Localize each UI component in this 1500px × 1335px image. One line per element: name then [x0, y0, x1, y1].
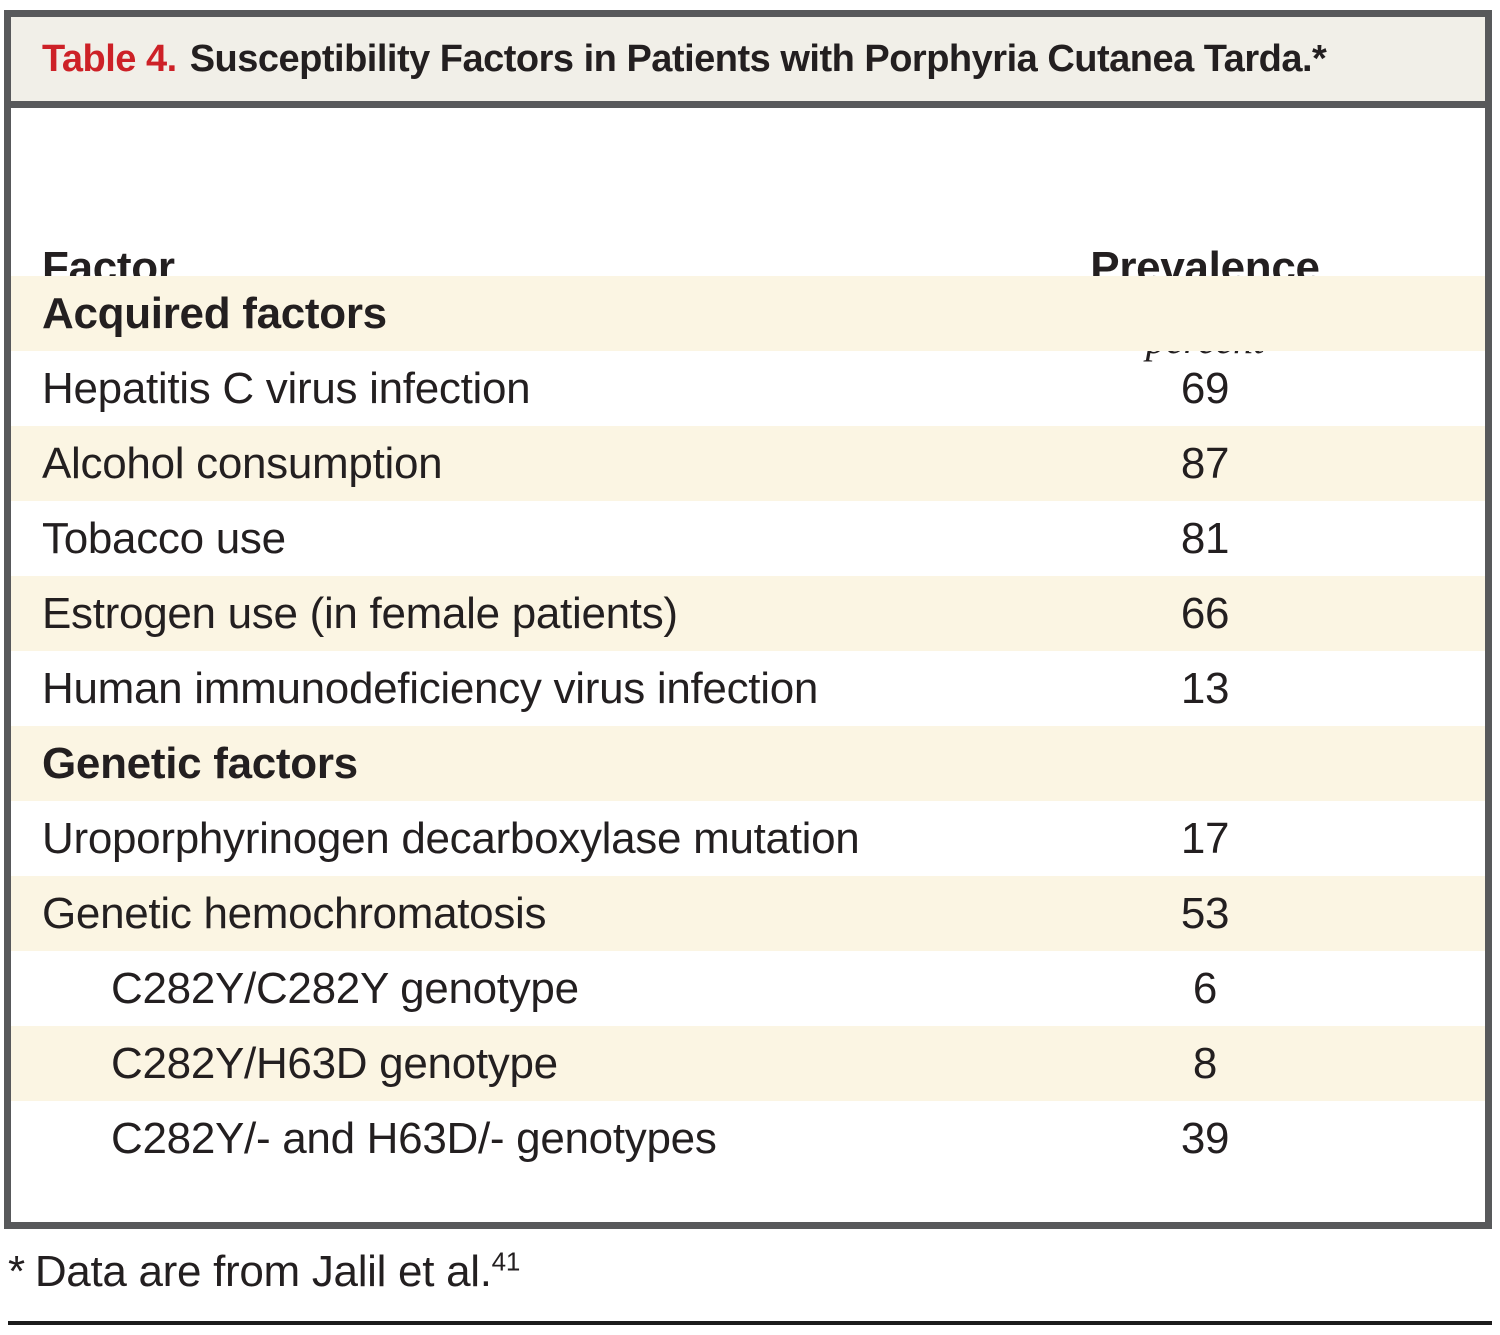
- prevalence-cell: 87: [1180, 439, 1230, 488]
- prevalence-cell: 53: [1180, 889, 1230, 938]
- factor-cell: Hepatitis C virus infection: [42, 364, 531, 413]
- factor-cell: Uroporphyrinogen decarboxylase mutation: [42, 814, 860, 863]
- table-row: Estrogen use (in female patients) 66: [11, 576, 1485, 651]
- prevalence-cell: 8: [1192, 1039, 1218, 1088]
- table-row: Genetic hemochromatosis 53: [11, 876, 1485, 951]
- table-row: Acquired factors: [11, 276, 1485, 351]
- table-title: Susceptibility Factors in Patients with …: [189, 37, 1327, 80]
- footnote-reference-number: 41: [491, 1246, 521, 1277]
- table4-card: Table 4. Susceptibility Factors in Patie…: [4, 10, 1492, 1229]
- prevalence-cell: 69: [1180, 364, 1230, 413]
- table-row: Tobacco use 81: [11, 501, 1485, 576]
- factor-cell: Genetic factors: [42, 739, 358, 788]
- prevalence-cell: 6: [1192, 964, 1218, 1013]
- prevalence-cell: 13: [1180, 664, 1230, 713]
- table-number-label: Table 4.: [42, 37, 177, 80]
- table-row: C282Y/H63D genotype 8: [11, 1026, 1485, 1101]
- table-footnote: * Data are from Jalil et al.41: [8, 1246, 520, 1298]
- prevalence-cell: 66: [1180, 589, 1230, 638]
- table-row: Alcohol consumption 87: [11, 426, 1485, 501]
- factor-cell: C282Y/- and H63D/- genotypes: [111, 1114, 717, 1163]
- factor-cell: C282Y/H63D genotype: [111, 1039, 558, 1088]
- factor-cell: Tobacco use: [42, 514, 286, 563]
- footnote-text: Data are from Jalil et al.: [34, 1247, 492, 1296]
- table-column-headers: Factor Prevalence percent: [11, 108, 1485, 362]
- prevalence-cell: 17: [1180, 814, 1230, 863]
- prevalence-cell: 39: [1180, 1114, 1230, 1163]
- factor-cell: Acquired factors: [42, 289, 387, 338]
- factor-cell: Genetic hemochromatosis: [42, 889, 547, 938]
- factor-cell: Human immunodeficiency virus infection: [42, 664, 819, 713]
- factor-cell: Alcohol consumption: [42, 439, 443, 488]
- factor-cell: C282Y/C282Y genotype: [111, 964, 579, 1013]
- table-row: Human immunodeficiency virus infection 1…: [11, 651, 1485, 726]
- footnote-asterisk: *: [8, 1247, 25, 1296]
- prevalence-cell: 81: [1180, 514, 1230, 563]
- table-title-bar: Table 4. Susceptibility Factors in Patie…: [11, 17, 1485, 108]
- bottom-rule: [8, 1321, 1492, 1325]
- table-row: Uroporphyrinogen decarboxylase mutation …: [11, 801, 1485, 876]
- table-body: Acquired factors Hepatitis C virus infec…: [11, 276, 1485, 1176]
- table-row: C282Y/- and H63D/- genotypes 39: [11, 1101, 1485, 1176]
- table-row: Genetic factors: [11, 726, 1485, 801]
- table-row: C282Y/C282Y genotype 6: [11, 951, 1485, 1026]
- table-row: Hepatitis C virus infection 69: [11, 351, 1485, 426]
- factor-cell: Estrogen use (in female patients): [42, 589, 678, 638]
